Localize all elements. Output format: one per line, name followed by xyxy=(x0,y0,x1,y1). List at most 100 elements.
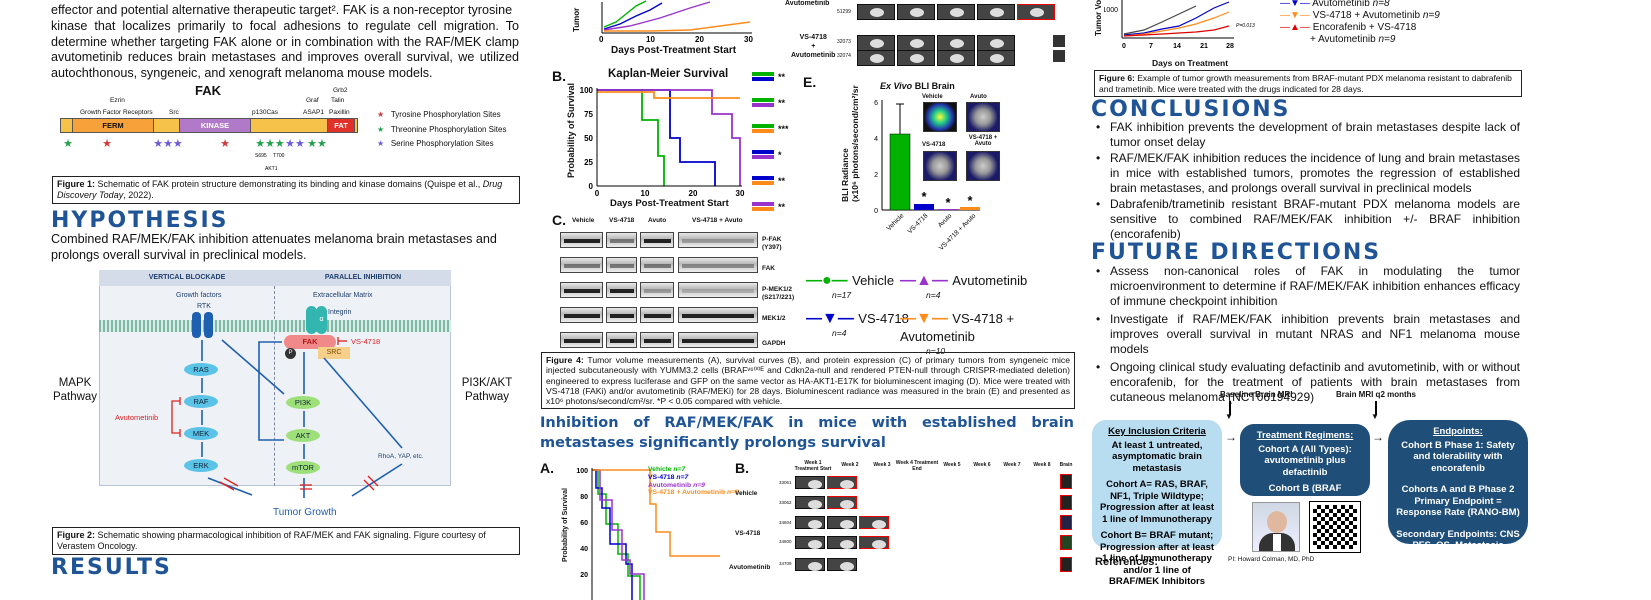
mtor-node: mTOR xyxy=(286,461,320,474)
future-directions-heading: FUTURE DIRECTIONS xyxy=(1091,240,1382,265)
fak-label-ezrin: Ezrin xyxy=(110,97,125,104)
5a-ytick-40: 40 xyxy=(580,546,588,553)
panel-a-tumor-volume: Tumor 0 10 20 30 Days Post-Treatment Sta… xyxy=(566,0,766,60)
svg-text:★★★: ★★★ xyxy=(255,138,285,150)
blot-header-vs4718: VS-4718 xyxy=(609,217,635,224)
panel-d-id-1: 51299 xyxy=(837,9,851,15)
panel-d-id-3: 32074 xyxy=(837,53,851,59)
brain-image-vs xyxy=(923,151,957,181)
endpoints-box: Endpoints: Cohort B Phase 1: Safety and … xyxy=(1388,420,1528,574)
fak-label-gfr: Growth Factor Receptors xyxy=(80,109,153,116)
fak-label-grb2: Grb2 xyxy=(333,87,348,94)
brain-image-vehicle xyxy=(923,102,957,132)
pdx-ylabel: Tumor Vo xyxy=(1094,0,1103,36)
avutometinib-inhibitor-label: Avutometinib xyxy=(115,413,159,422)
panel-a-plot: 0 10 20 30 xyxy=(599,0,753,44)
panel-a-xtick-10: 10 xyxy=(646,35,655,44)
figure-1-caption: Figure 1: Schematic of FAK protein struc… xyxy=(52,176,520,204)
brain-col: Brain xyxy=(1059,462,1073,468)
5a-legend-vs: VS-4718 n=7 xyxy=(648,473,689,481)
5a-ytick-100: 100 xyxy=(576,468,588,475)
km-ytick-50: 50 xyxy=(584,134,593,143)
pdx-tumor-growth-chart: Tumor Vo 1000 0 7 14 21 28 P=0.013 Days on… xyxy=(1094,0,1524,70)
brain-img-label-combo: VS-4718 + Avuto xyxy=(968,135,998,147)
panel-b-plot: 100 75 50 25 0 0 10 20 30 xyxy=(580,86,745,198)
future-item: Ongoing clinical study evaluating defact… xyxy=(1092,360,1520,405)
week-5: Week 5 xyxy=(943,462,961,468)
future-item: Assess non-canonical roles of FAK in mod… xyxy=(1092,264,1520,309)
e-ytick-2: 2 xyxy=(874,172,878,179)
star-avuto: * xyxy=(945,195,951,210)
rtk-receptor-right xyxy=(204,312,213,338)
pdx-pvalue: P=0.013 xyxy=(1236,23,1255,29)
km-ytick-75: 75 xyxy=(584,110,593,119)
site-t700: T700 xyxy=(273,153,285,159)
legend-vehicle: —●— Vehicle n=17 xyxy=(806,272,895,300)
pathway-panel xyxy=(99,270,451,486)
akt-node: AKT xyxy=(286,429,320,442)
5a-ytick-80: 80 xyxy=(580,494,588,501)
pi-photo xyxy=(1252,502,1300,552)
km-ytick-100: 100 xyxy=(580,86,594,95)
e-ytick-0: 0 xyxy=(874,208,878,215)
panel-b-kaplan-meier: B. Kaplan-Meier Survival Probability of … xyxy=(552,66,792,212)
sig-2: ** xyxy=(778,98,786,108)
panel-b-title: Kaplan-Meier Survival xyxy=(608,68,729,80)
km-significance-key: ** ** *** * ** ** xyxy=(752,72,792,212)
pdx-xtick-21: 21 xyxy=(1200,43,1208,50)
results-heading: RESULTS xyxy=(51,555,172,580)
legend-avutometinib: —▲— Avutometinib n=4 xyxy=(900,272,1028,300)
rhoa-label: RhoA, YAP, etc. xyxy=(378,453,424,460)
panel-a-xlabel: Days Post-Treatment Start xyxy=(611,45,737,56)
phospho-site-stars: ★ ★ ★★★ ★ ★★★ ★★ ★★ S695 T700 AKT1 xyxy=(63,138,327,172)
km-xtick-10: 10 xyxy=(641,189,650,198)
brain-img-label-avuto: Avuto xyxy=(970,94,987,100)
rtk-label: RTK xyxy=(197,303,211,310)
sig-4: * xyxy=(778,150,782,160)
src-node: SRC xyxy=(318,347,350,359)
figure-6-caption: Figure 6: Example of tumor growth measur… xyxy=(1094,70,1522,97)
svg-text:★: ★ xyxy=(220,138,230,150)
legend-threonine: ★ Threonine Phosphorylation Sites xyxy=(377,124,507,134)
5b-id-1: 33061 xyxy=(779,480,792,485)
5a-legend-combo: VS-4718 + Avutometinib n=8 xyxy=(648,489,739,497)
rtk-receptor-left xyxy=(192,312,201,338)
future-directions-list: Assess non-canonical roles of FAK in mod… xyxy=(1092,264,1520,405)
pdx-legend-triple: —▲— Encorafenib + VS-4718 + Avutometinib … xyxy=(1280,22,1417,45)
star-vs4718: * xyxy=(921,189,927,204)
panel-c-western-blot: C. Vehicle VS-4718 Avuto VS-4718 + Avuto… xyxy=(552,212,802,350)
site-s695: S695 xyxy=(255,153,267,159)
panel-a-xtick-20: 20 xyxy=(695,35,704,44)
panel-e-ylabel: BLI Radiance (x10⁶ photons/second/cm²/sr xyxy=(840,85,860,202)
km-xtick-20: 20 xyxy=(689,189,698,198)
km-ytick-0: 0 xyxy=(589,182,594,191)
panel-5a-label: A. xyxy=(540,460,554,476)
erk-node: ERK xyxy=(184,459,218,472)
figure-4-caption: Figure 4: Tumor volume measurements (A),… xyxy=(541,352,1075,410)
svg-text:★★: ★★ xyxy=(285,138,305,150)
fak-schematic: FAK Ezrin Growth Factor Receptors Src p1… xyxy=(55,80,525,175)
inclusion-criteria-box: Key Inclusion Criteria At least 1 untrea… xyxy=(1092,420,1222,587)
qr-code xyxy=(1309,501,1361,553)
treatment-regimens-box: Treatment Regimens: Cohort A (All Types)… xyxy=(1240,424,1370,529)
cell-membrane xyxy=(99,320,451,332)
conclusion-item: RAF/MEK/FAK inhibition reduces the incid… xyxy=(1092,151,1520,196)
panel-5a-survival: A. Probability of Survival 100 80 60 40 20… xyxy=(540,458,739,600)
conclusions-heading: CONCLUSIONS xyxy=(1091,97,1291,122)
5b-id-5: 34709 xyxy=(779,561,792,566)
future-item: Investigate if RAF/MEK/FAK inhibition pr… xyxy=(1092,312,1520,357)
mapk-pathway-label: MAPK Pathway xyxy=(52,377,98,403)
week-8: Week 8 xyxy=(1033,462,1051,468)
5b-id-3: 34604 xyxy=(779,520,792,525)
5a-ytick-20: 20 xyxy=(580,572,588,579)
vs4718-inhibitor-label: VS-4718 xyxy=(351,337,381,346)
week-6: Week 6 xyxy=(973,462,991,468)
5b-group-vehicle: Vehicle xyxy=(735,490,758,497)
raf-node: RAF xyxy=(184,395,218,408)
km-ytick-25: 25 xyxy=(584,158,593,167)
intro-paragraph: kinase that localizes primarily to focal… xyxy=(51,19,519,80)
5b-id-4: 34600 xyxy=(779,539,792,544)
5b-id-2: 33062 xyxy=(779,500,792,505)
5b-group-vs: VS-4718 xyxy=(735,530,761,537)
brain-img-label-vehicle: Vehicle xyxy=(922,94,943,100)
